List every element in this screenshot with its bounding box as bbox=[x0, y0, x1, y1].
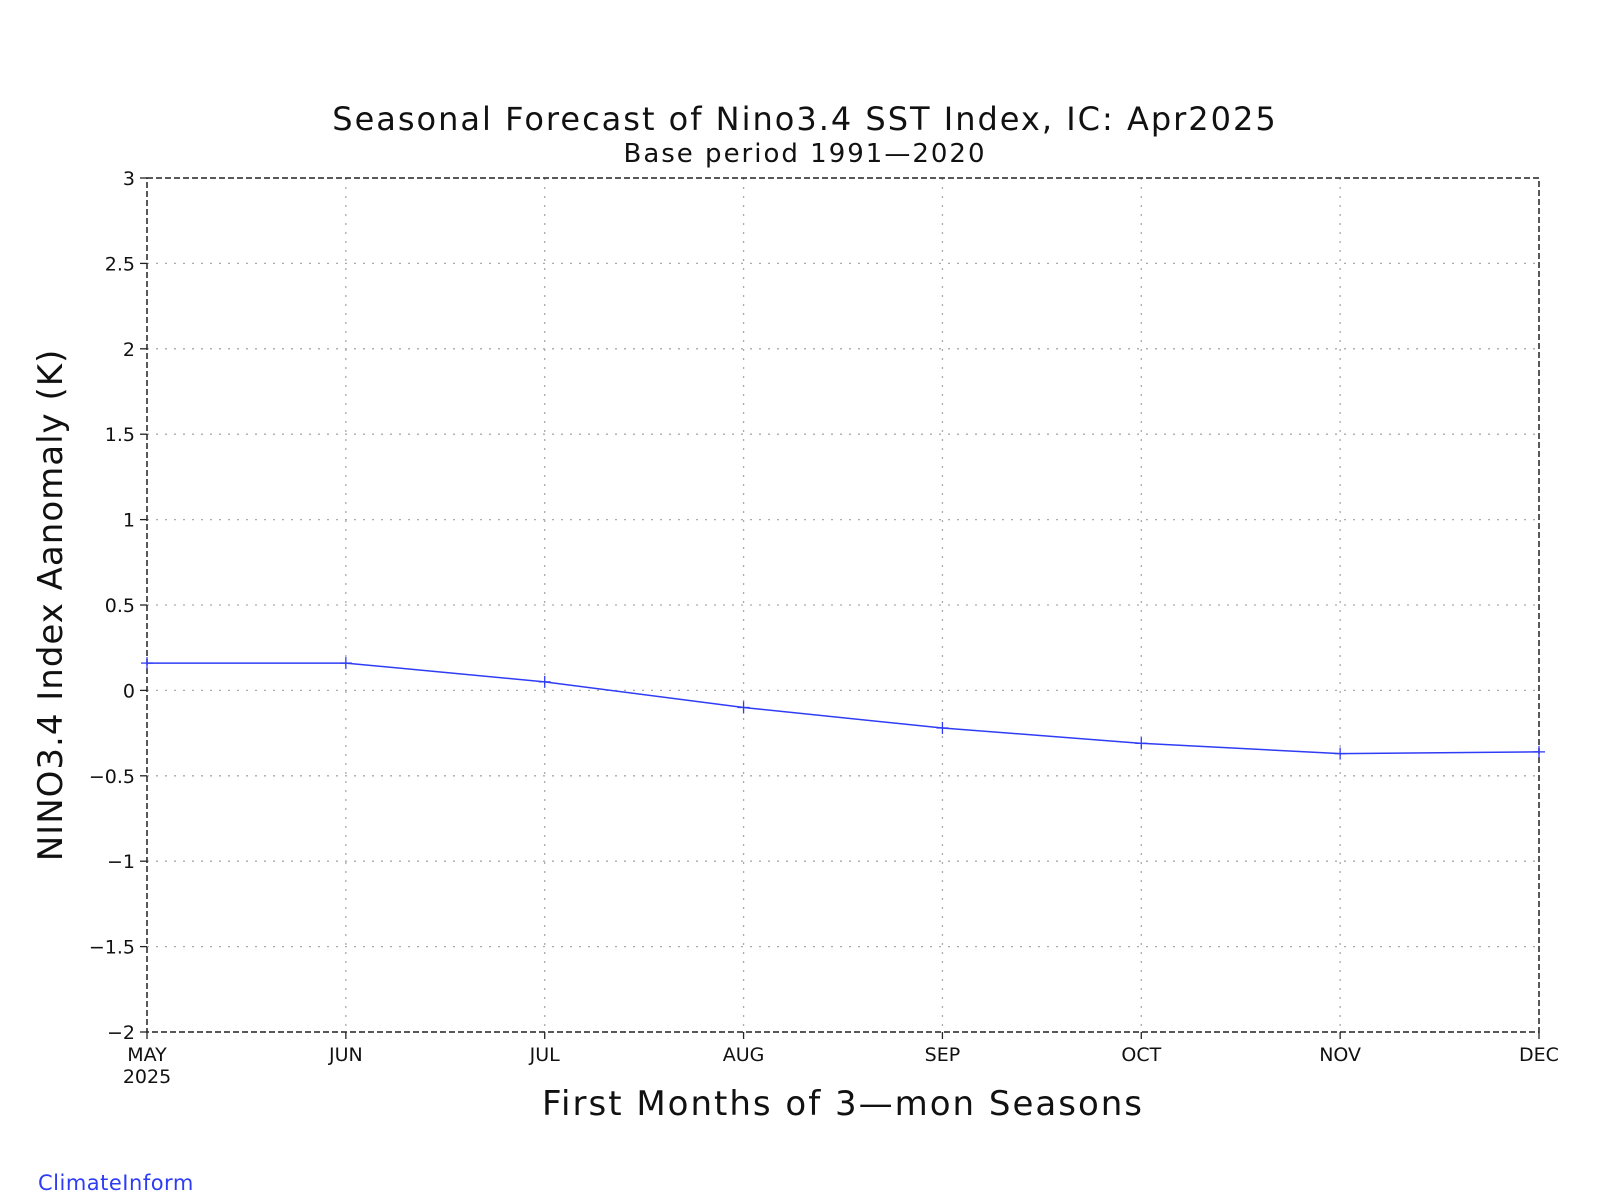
x-tick-label: JUN bbox=[328, 1044, 363, 1066]
x-tick-sublabel: 2025 bbox=[123, 1066, 171, 1088]
y-tick-label: −1.5 bbox=[89, 937, 135, 959]
chart-subtitle: Base period 1991—2020 bbox=[623, 139, 986, 169]
x-tick-label: NOV bbox=[1319, 1044, 1361, 1066]
y-tick-label: 2.5 bbox=[105, 253, 135, 275]
grid-layer bbox=[147, 178, 1539, 1032]
x-tick-label: MAY bbox=[127, 1044, 167, 1066]
data-point bbox=[538, 675, 551, 688]
x-tick-label: OCT bbox=[1121, 1044, 1161, 1066]
y-tick-label: 0.5 bbox=[105, 595, 135, 617]
watermark-text: ClimateInform bbox=[38, 1171, 194, 1195]
data-point bbox=[141, 657, 153, 670]
data-point bbox=[737, 701, 750, 714]
x-tick-label: AUG bbox=[723, 1044, 765, 1066]
x-axis: MAY JUN JUL AUG SEP OCT NOV DEC 2025 bbox=[123, 1032, 1559, 1088]
series-line bbox=[147, 662, 1540, 755]
data-point bbox=[1135, 737, 1148, 750]
data-point bbox=[339, 657, 352, 670]
data-point bbox=[1533, 745, 1545, 758]
y-tick-label: 0 bbox=[123, 680, 135, 702]
y-tick-label: −2 bbox=[107, 1022, 135, 1044]
y-axis: −2 −1.5 −1 −0.5 0 0.5 1 1.5 2 2.5 3 bbox=[89, 168, 147, 1044]
y-tick-label: 1.5 bbox=[105, 424, 135, 446]
series-layer bbox=[141, 657, 1545, 760]
data-point bbox=[936, 721, 949, 734]
chart-title: Seasonal Forecast of Nino3.4 SST Index, … bbox=[332, 100, 1277, 138]
x-tick-label: DEC bbox=[1519, 1044, 1559, 1066]
y-tick-label: 3 bbox=[123, 168, 135, 190]
y-tick-label: 1 bbox=[123, 510, 135, 532]
y-tick-label: 2 bbox=[123, 339, 135, 361]
y-tick-label: −0.5 bbox=[89, 766, 135, 788]
data-point bbox=[1334, 747, 1347, 760]
x-axis-title: First Months of 3—mon Seasons bbox=[542, 1084, 1144, 1124]
x-tick-label: JUL bbox=[529, 1044, 561, 1066]
y-axis-title: NINO3.4 Index Aanomaly (K) bbox=[31, 349, 71, 862]
x-tick-label: SEP bbox=[925, 1044, 961, 1066]
y-tick-label: −1 bbox=[107, 851, 135, 873]
